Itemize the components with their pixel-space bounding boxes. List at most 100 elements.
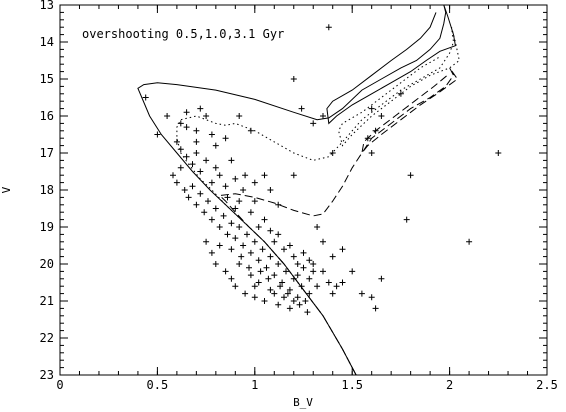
star-point (310, 268, 317, 275)
star-point (368, 105, 375, 112)
y-tick-label: 18 (40, 183, 54, 197)
star-point (236, 198, 243, 205)
star-point (275, 231, 282, 238)
star-point (407, 172, 414, 179)
axis-ticks (59, 4, 548, 376)
star-point (236, 261, 243, 267)
star-point (216, 172, 223, 179)
star-point (208, 131, 215, 138)
star-point (177, 146, 184, 153)
star-point (203, 238, 210, 245)
star-point (222, 268, 229, 275)
star-point (378, 113, 385, 119)
star-point (203, 113, 210, 119)
star-point (290, 172, 297, 179)
y-tick-label: 19 (40, 220, 54, 234)
star-point (177, 164, 184, 171)
star-point (314, 283, 321, 290)
chart-annotation: overshooting 0.5,1.0,3.1 Gyr (82, 27, 284, 41)
star-point (251, 238, 258, 245)
star-point (358, 290, 365, 297)
star-point (240, 187, 247, 193)
star-point (208, 249, 215, 256)
star-point (224, 231, 231, 238)
star-point (236, 224, 243, 230)
star-point (300, 249, 307, 256)
star-point (247, 127, 254, 134)
star-point (320, 113, 326, 119)
star-point (173, 138, 180, 145)
star-point (212, 261, 219, 267)
star-point (306, 275, 313, 282)
star-point (228, 220, 235, 227)
star-point (251, 294, 258, 301)
isochrone-0.5-gyr (137, 4, 456, 376)
star-point (228, 157, 235, 164)
star-point (298, 283, 305, 290)
star-point (220, 212, 227, 219)
star-point (251, 179, 258, 186)
star-point (208, 216, 215, 223)
star-point (333, 283, 340, 290)
isochrone-1.0-gyr (176, 27, 460, 376)
star-point (339, 246, 346, 253)
star-point (320, 268, 326, 275)
star-point (247, 272, 254, 279)
star-point (259, 246, 266, 253)
star-point (205, 198, 211, 205)
star-point (177, 120, 184, 127)
star-point (279, 279, 286, 286)
star-point (197, 105, 204, 112)
y-tick-label: 16 (40, 109, 54, 123)
star-point (261, 172, 268, 179)
star-point (290, 253, 297, 260)
x-tick-label: 2.5 (536, 378, 558, 392)
star-point (246, 264, 252, 271)
star-point (228, 246, 235, 253)
star-point (296, 301, 303, 308)
star-point (247, 209, 254, 216)
star-point (325, 24, 332, 31)
y-tick-label: 15 (40, 72, 54, 86)
y-tick-label: 14 (40, 35, 54, 49)
star-point (255, 279, 262, 286)
star-point (267, 286, 274, 293)
star-point (228, 275, 235, 282)
y-tick-label: 20 (40, 257, 54, 271)
star-point (232, 205, 239, 212)
star-point (397, 90, 404, 97)
star-point (310, 120, 317, 127)
star-point (154, 131, 161, 138)
star-point (267, 227, 274, 234)
star-point (216, 224, 223, 230)
star-point (244, 231, 250, 238)
star-point (372, 127, 379, 134)
star-point (372, 305, 379, 312)
star-point (240, 242, 247, 249)
star-point (364, 135, 371, 142)
star-point (197, 190, 204, 197)
star-point (236, 113, 243, 119)
star-point (232, 175, 239, 182)
x-tick-label: 0.5 (147, 378, 169, 392)
star-point (222, 183, 229, 190)
star-point (290, 298, 297, 304)
star-point (286, 242, 293, 249)
star-point (257, 268, 264, 275)
star-point (320, 238, 326, 245)
star-point (314, 224, 321, 230)
star-point (183, 153, 190, 160)
star-point (277, 283, 284, 290)
star-point (222, 135, 229, 142)
star-point (304, 309, 311, 316)
star-point (201, 209, 208, 216)
x-axis-label: B_V (293, 396, 313, 409)
star-point (203, 157, 210, 164)
star-point (242, 290, 249, 297)
star-point (224, 194, 231, 201)
star-point (255, 224, 262, 230)
star-point (306, 290, 313, 297)
star-point (212, 142, 219, 149)
star-point (286, 286, 293, 293)
star-point (271, 238, 278, 245)
